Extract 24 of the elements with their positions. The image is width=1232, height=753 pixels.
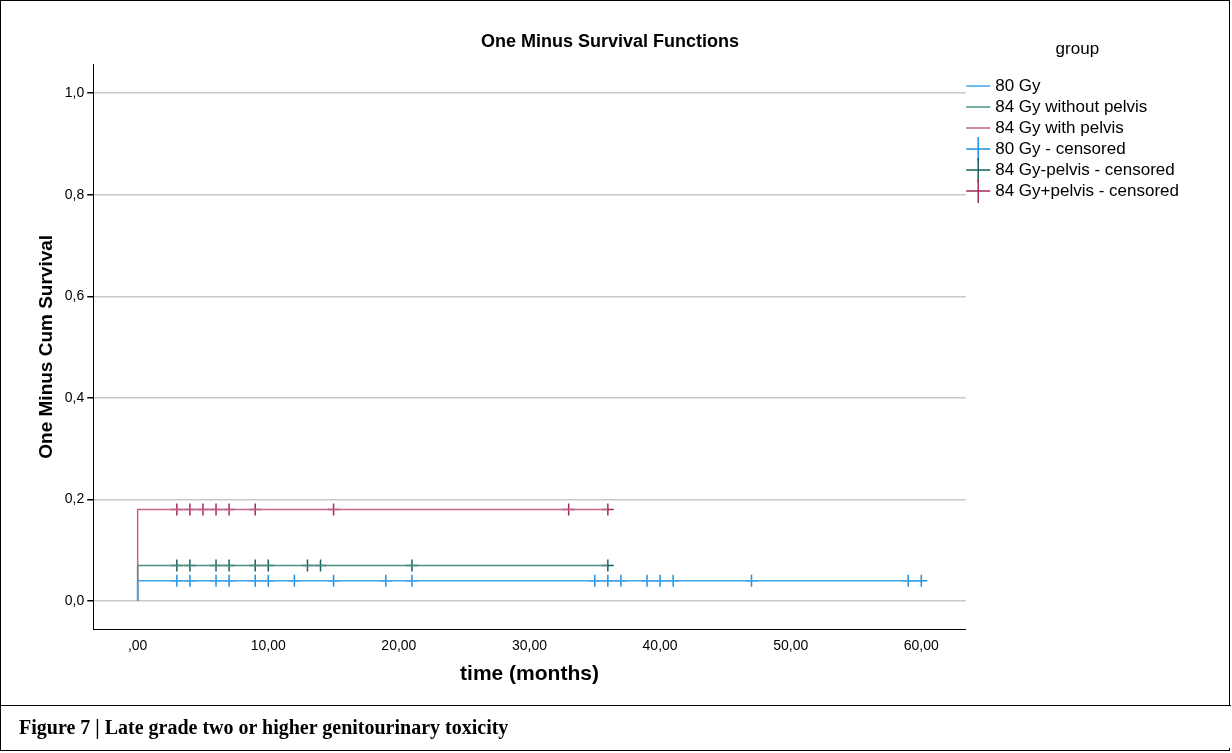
y-tick-label: 0,8 xyxy=(64,185,85,202)
y-tick-label: 0,4 xyxy=(64,388,85,405)
x-tick-label: 40,00 xyxy=(642,637,678,654)
y-tick-label: 1,0 xyxy=(64,83,85,100)
x-tick-label: 60,00 xyxy=(903,637,940,654)
caption: Figure 7 | Late grade two or higher genitourinary toxicity xyxy=(1,705,1231,748)
chart-title: One Minus Survival Functions xyxy=(480,30,740,51)
x-axis-title: time (months) xyxy=(460,661,599,685)
y-tick-label: 0,0 xyxy=(64,591,85,608)
x-tick-label: 50,00 xyxy=(773,637,809,654)
legend-label: 84 Gy-pelvis - censored xyxy=(995,159,1175,179)
x-tick-label: 10,00 xyxy=(250,637,286,654)
legend-label: 84 Gy+pelvis - censored xyxy=(995,180,1180,200)
x-tick-label: 20,00 xyxy=(381,637,417,654)
legend-label: 80 Gy xyxy=(995,75,1042,95)
y-tick-label: 0,6 xyxy=(64,287,85,304)
y-axis-title: One Minus Cum Survival xyxy=(34,234,56,459)
legend-label: 84 Gy with pelvis xyxy=(995,117,1124,137)
legend-label: 84 Gy without pelvis xyxy=(995,96,1148,116)
legend-label: 80 Gy - censored xyxy=(995,138,1126,158)
legend-title: group xyxy=(1055,39,1100,59)
x-tick-label: 30,00 xyxy=(511,637,548,654)
x-tick-label: ,00 xyxy=(127,637,148,654)
y-tick-label: 0,2 xyxy=(64,490,85,507)
